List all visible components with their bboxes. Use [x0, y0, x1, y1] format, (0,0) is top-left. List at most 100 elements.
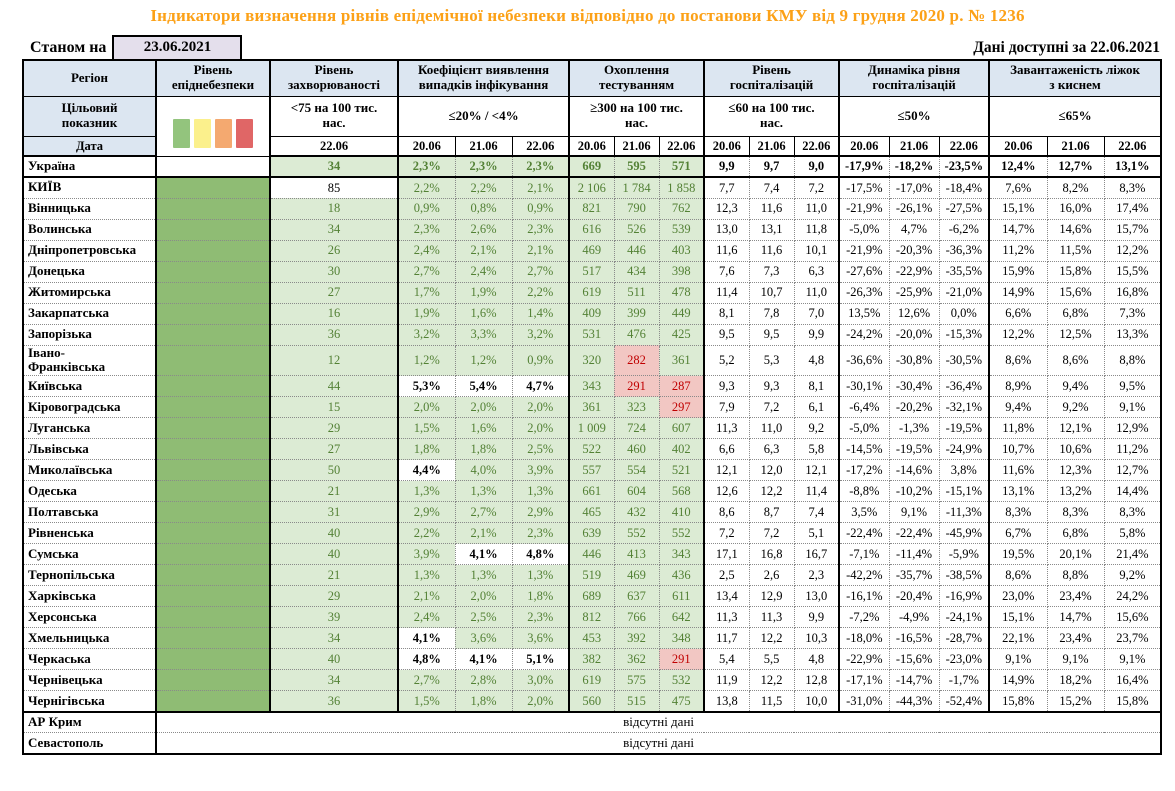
region-name: КИЇВ [22, 176, 157, 199]
table-row: Полтавська 31 2,9% 2,7% 2,9% 465 432 410 8,6 8,7 7… [22, 501, 1162, 524]
dynamics-cell: -21,0% [938, 281, 990, 304]
hospitalization-cell: 9,7 [748, 155, 795, 178]
testing-cell: 571 [658, 155, 705, 178]
table-row: Київська 44 5,3% 5,4% 4,7% 343 291 287 9,3 9,3 8,1… [22, 375, 1162, 398]
hospitalization-cell: 2,6 [748, 564, 795, 587]
dynamics-cell: -25,9% [888, 281, 940, 304]
detection-cell: 5,3% [397, 375, 456, 398]
hospitalization-cell: 11,3 [748, 606, 795, 629]
hospitalization-cell: 11,4 [793, 480, 840, 503]
detection-cell: 1,5% [397, 690, 456, 713]
detection-cell: 2,3% [397, 155, 456, 178]
detection-cell: 2,2% [397, 176, 456, 199]
oxygen-beds-cell: 8,3% [1103, 176, 1162, 199]
testing-cell: 790 [613, 197, 660, 220]
detection-cell: 2,5% [454, 606, 513, 629]
table-row: Сумська 40 3,9% 4,1% 4,8% 446 413 343 17,1 16,8 16… [22, 543, 1162, 566]
dynamics-cell: -20,3% [888, 239, 940, 262]
testing-cell: 413 [613, 543, 660, 566]
oxygen-beds-cell: 15,1% [988, 197, 1048, 220]
date-cell: 20.06 [568, 135, 615, 157]
detection-cell: 1,3% [397, 564, 456, 587]
no-data-cell: відсутні дані [154, 711, 1162, 734]
oxygen-beds-cell: 15,8% [1046, 260, 1105, 283]
oxygen-beds-cell: 12,2% [988, 323, 1048, 346]
testing-cell: 604 [613, 480, 660, 503]
oxygen-beds-cell: 22,1% [988, 627, 1048, 650]
testing-cell: 398 [658, 260, 705, 283]
column-header-detection: Коефіцієнт виявлення випадків інфікуванн… [396, 59, 570, 97]
hospitalization-cell: 10,1 [793, 239, 840, 262]
table-row: Україна 34 2,3% 2,3% 2,3% 669 595 571 9,9 9,7 9,0-… [22, 155, 1162, 178]
region-name: Чернігівська [22, 690, 157, 713]
morbidity-cell: 34 [269, 218, 399, 241]
detection-cell: 0,9% [511, 344, 570, 377]
testing-cell: 560 [568, 690, 615, 713]
morbidity-cell: 16 [269, 302, 399, 325]
hospitalization-cell: 12,0 [748, 459, 795, 482]
target-testing: ≥300 на 100 тис. нас. [568, 95, 705, 137]
oxygen-beds-cell: 12,4% [988, 155, 1048, 178]
oxygen-beds-cell: 15,5% [1103, 260, 1162, 283]
hospitalization-cell: 5,1 [793, 522, 840, 545]
dynamics-cell: -19,5% [938, 417, 990, 440]
hospitalization-cell: 12,2 [748, 627, 795, 650]
dynamics-cell: -31,0% [838, 690, 890, 713]
oxygen-beds-cell: 11,2% [988, 239, 1048, 262]
detection-cell: 2,2% [511, 281, 570, 304]
testing-cell: 392 [613, 627, 660, 650]
morbidity-cell: 29 [269, 585, 399, 608]
morbidity-cell: 44 [269, 375, 399, 398]
morbidity-cell: 39 [269, 606, 399, 629]
oxygen-beds-cell: 11,6% [988, 459, 1048, 482]
hospitalization-cell: 8,1 [793, 375, 840, 398]
detection-cell: 1,2% [397, 344, 456, 377]
detection-cell: 1,3% [397, 480, 456, 503]
hospitalization-cell: 7,2 [703, 522, 750, 545]
testing-cell: 2 106 [568, 176, 615, 199]
table-row: Чернівецька 34 2,7% 2,8% 3,0% 619 575 532 11,9 12… [22, 669, 1162, 692]
dynamics-cell: -27,6% [838, 260, 890, 283]
region-name: Закарпатська [22, 302, 157, 325]
region-name: Сумська [22, 543, 157, 566]
hospitalization-cell: 4,8 [793, 344, 840, 377]
top-bar: Станом на 23.06.2021 Дані доступні за 22… [22, 29, 1160, 59]
hospitalization-cell: 7,2 [748, 522, 795, 545]
detection-cell: 2,0% [511, 396, 570, 419]
detection-cell: 2,3% [397, 218, 456, 241]
morbidity-cell: 21 [269, 564, 399, 587]
hospitalization-cell: 13,0 [703, 218, 750, 241]
testing-cell: 821 [568, 197, 615, 220]
oxygen-beds-cell: 14,7% [1046, 606, 1105, 629]
table-row: Івано- Франківська 12 1,2% 1,2% 0,9% 320 282 36… [22, 344, 1162, 377]
table-row: Запорізька 36 3,2% 3,3% 3,2% 531 476 425 9,5 9,5 9… [22, 323, 1162, 346]
detection-cell: 3,2% [511, 323, 570, 346]
table-row: Черкаська 40 4,8% 4,1% 5,1% 382 362 291 5,4 5,5 4,… [22, 648, 1162, 671]
hospitalization-cell: 7,6 [703, 260, 750, 283]
dynamics-cell: -7,1% [838, 543, 890, 566]
morbidity-cell: 21 [269, 480, 399, 503]
column-header-hospitalization: Рівень госпіталізацій [703, 59, 840, 97]
epidemic-level-cell [155, 522, 271, 545]
column-header-morbidity: Рівень захворюваності [269, 59, 399, 97]
dynamics-cell: -24,2% [838, 323, 890, 346]
dynamics-cell: -17,0% [888, 176, 940, 199]
hospitalization-cell: 7,2 [748, 396, 795, 419]
hospitalization-cell: 11,8 [793, 218, 840, 241]
epidemic-level-cell [155, 585, 271, 608]
table-row: Миколаївська 50 4,4% 4,0% 3,9% 557 554 521 12,1 1… [22, 459, 1162, 482]
detection-cell: 5,1% [511, 648, 570, 671]
detection-cell: 2,9% [511, 501, 570, 524]
date-cell: 22.06 [1103, 135, 1162, 157]
hospitalization-cell: 12,2 [748, 669, 795, 692]
region-name: Хмельницька [22, 627, 157, 650]
oxygen-beds-cell: 13,1% [988, 480, 1048, 503]
detection-cell: 1,9% [397, 302, 456, 325]
legend-square [173, 118, 190, 148]
target-morbidity: <75 на 100 тис. нас. [269, 95, 399, 137]
oxygen-beds-cell: 9,1% [1103, 648, 1162, 671]
testing-cell: 409 [568, 302, 615, 325]
dynamics-cell: -16,5% [888, 627, 940, 650]
oxygen-beds-cell: 10,7% [988, 438, 1048, 461]
dynamics-cell: -22,9% [888, 260, 940, 283]
